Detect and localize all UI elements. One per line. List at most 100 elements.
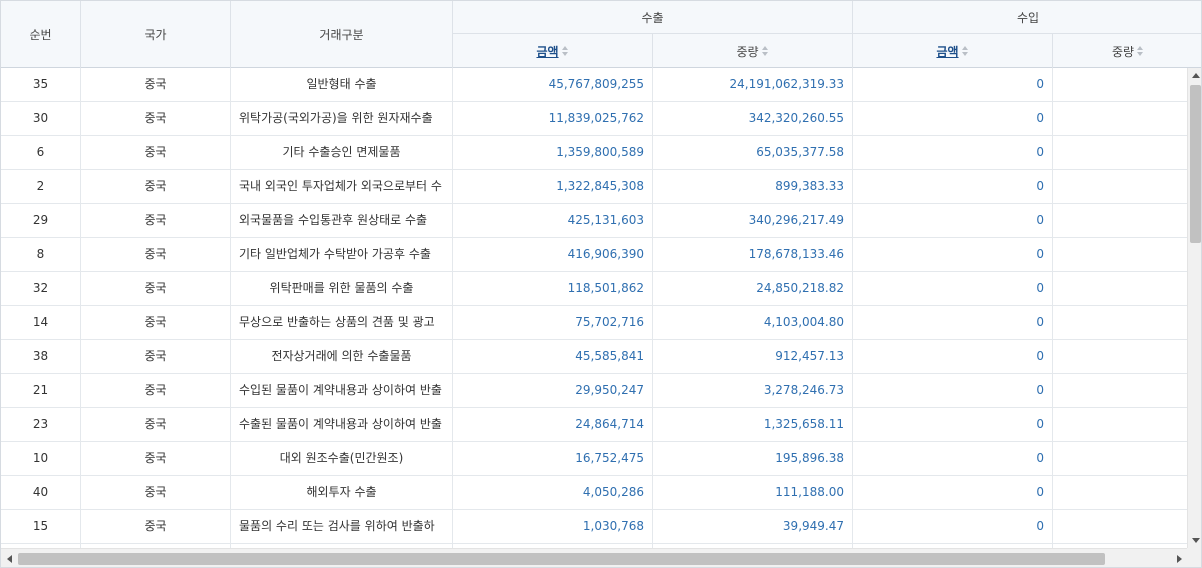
cell-export-weight: 111,188.00 (653, 476, 853, 509)
cell-trade-type: 위탁판매를 위한 물품의 수출 (231, 272, 453, 305)
cell-export-amount: 45,585,841 (453, 340, 653, 373)
header-export-weight[interactable]: 중량 (653, 34, 853, 68)
cell-trade-type: 일반형태 수출 (231, 68, 453, 101)
horizontal-scroll-thumb[interactable] (18, 553, 1105, 565)
header-export-weight-label[interactable]: 중량 (736, 44, 759, 59)
vertical-scroll-thumb[interactable] (1190, 85, 1201, 243)
header-import-group-label: 수입 (1016, 10, 1040, 25)
header-import-amount[interactable]: 금액 (853, 34, 1053, 68)
table-row[interactable]: 8 중국 기타 일반업체가 수탁받아 가공후 수출 416,906,390 17… (1, 238, 1187, 272)
cell-import-weight (1053, 102, 1187, 135)
cell-trade-type: 수입된 물품이 계약내용과 상이하여 반출 (231, 374, 453, 407)
header-seq-label: 순번 (29, 28, 52, 42)
cell-export-weight: 24,850,218.82 (653, 272, 853, 305)
cell-seq: 2 (1, 170, 81, 203)
cell-export-weight: 899,383.33 (653, 170, 853, 203)
cell-export-weight (653, 544, 853, 548)
cell-import-amount: 0 (853, 408, 1053, 441)
header-import-amount-label[interactable]: 금액 (936, 44, 959, 59)
table-row[interactable]: 38 중국 전자상거래에 의한 수출물품 45,585,841 912,457.… (1, 340, 1187, 374)
table-row[interactable]: 23 중국 수출된 물품이 계약내용과 상이하여 반출 24,864,714 1… (1, 408, 1187, 442)
table-row[interactable]: 21 중국 수입된 물품이 계약내용과 상이하여 반출 29,950,247 3… (1, 374, 1187, 408)
scrollbar-corner (1187, 548, 1201, 567)
cell-trade-type (231, 544, 453, 548)
cell-export-weight: 340,296,217.49 (653, 204, 853, 237)
header-import-weight[interactable]: 중량 (1053, 34, 1201, 68)
header-country: 국가 (81, 1, 231, 68)
cell-export-amount: 1,322,845,308 (453, 170, 653, 203)
cell-import-weight (1053, 136, 1187, 169)
header-import-group: 수입 (853, 1, 1201, 34)
table-row[interactable]: 29 중국 외국물품을 수입통관후 원상태로 수출 425,131,603 34… (1, 204, 1187, 238)
cell-import-amount: 0 (853, 306, 1053, 339)
cell-import-weight (1053, 510, 1187, 543)
table-row[interactable]: 15 중국 물품의 수리 또는 검사를 위하여 반출하 1,030,768 39… (1, 510, 1187, 544)
table-row[interactable]: 6 중국 기타 수출승인 면제물품 1,359,800,589 65,035,3… (1, 136, 1187, 170)
cell-seq: 14 (1, 306, 81, 339)
cell-country: 중국 (81, 442, 231, 475)
cell-seq: 30 (1, 102, 81, 135)
cell-export-amount: 11,839,025,762 (453, 102, 653, 135)
cell-import-amount: 0 (853, 238, 1053, 271)
cell-import-amount: 0 (853, 102, 1053, 135)
table-row[interactable] (1, 544, 1187, 548)
cell-import-amount: 0 (853, 442, 1053, 475)
scroll-up-arrow-icon[interactable] (1188, 68, 1201, 83)
scroll-right-arrow-icon[interactable] (1171, 549, 1187, 567)
grid-body[interactable]: 35 중국 일반형태 수출 45,767,809,255 24,191,062,… (1, 68, 1187, 548)
cell-import-amount: 0 (853, 374, 1053, 407)
cell-country: 중국 (81, 510, 231, 543)
table-row[interactable]: 30 중국 위탁가공(국외가공)을 위한 원자재수출 11,839,025,76… (1, 102, 1187, 136)
scroll-left-arrow-icon[interactable] (1, 549, 17, 567)
cell-import-weight (1053, 306, 1187, 339)
cell-trade-type: 기타 수출승인 면제물품 (231, 136, 453, 169)
vertical-scrollbar[interactable] (1187, 68, 1201, 548)
table-row[interactable]: 40 중국 해외투자 수출 4,050,286 111,188.00 0 (1, 476, 1187, 510)
cell-export-amount: 1,030,768 (453, 510, 653, 543)
scroll-down-arrow-icon[interactable] (1188, 533, 1201, 548)
cell-country: 중국 (81, 136, 231, 169)
cell-trade-type: 전자상거래에 의한 수출물품 (231, 340, 453, 373)
header-export-group: 수출 (453, 1, 853, 34)
cell-import-weight (1053, 204, 1187, 237)
cell-country: 중국 (81, 238, 231, 271)
sort-updown-icon[interactable] (761, 46, 769, 56)
cell-seq: 21 (1, 374, 81, 407)
cell-seq: 40 (1, 476, 81, 509)
header-export-group-label: 수출 (641, 10, 664, 25)
cell-country: 중국 (81, 374, 231, 407)
cell-seq: 23 (1, 408, 81, 441)
cell-seq: 6 (1, 136, 81, 169)
cell-seq: 32 (1, 272, 81, 305)
cell-export-amount: 29,950,247 (453, 374, 653, 407)
cell-seq: 38 (1, 340, 81, 373)
header-import-weight-label[interactable]: 중량 (1111, 44, 1135, 59)
cell-import-amount: 0 (853, 476, 1053, 509)
cell-export-amount: 1,359,800,589 (453, 136, 653, 169)
table-row[interactable]: 14 중국 무상으로 반출하는 상품의 견품 및 광고 75,702,716 4… (1, 306, 1187, 340)
cell-export-amount: 16,752,475 (453, 442, 653, 475)
cell-export-amount: 75,702,716 (453, 306, 653, 339)
cell-export-weight: 4,103,004.80 (653, 306, 853, 339)
sort-updown-icon[interactable] (1137, 46, 1144, 56)
cell-export-weight: 24,191,062,319.33 (653, 68, 853, 101)
cell-import-weight (1053, 442, 1187, 475)
cell-import-amount: 0 (853, 510, 1053, 543)
header-export-amount-label[interactable]: 금액 (536, 44, 559, 59)
header-trade-type-label: 거래구분 (319, 28, 364, 42)
table-row[interactable]: 10 중국 대외 원조수출(민간원조) 16,752,475 195,896.3… (1, 442, 1187, 476)
table-row[interactable]: 2 중국 국내 외국인 투자업체가 외국으로부터 수 1,322,845,308… (1, 170, 1187, 204)
cell-country: 중국 (81, 272, 231, 305)
table-row[interactable]: 35 중국 일반형태 수출 45,767,809,255 24,191,062,… (1, 68, 1187, 102)
cell-country: 중국 (81, 204, 231, 237)
cell-import-amount: 0 (853, 136, 1053, 169)
cell-country (81, 544, 231, 548)
cell-import-amount: 0 (853, 204, 1053, 237)
sort-updown-icon[interactable] (561, 46, 569, 56)
cell-trade-type: 외국물품을 수입통관후 원상태로 수출 (231, 204, 453, 237)
sort-updown-icon[interactable] (961, 46, 969, 56)
table-row[interactable]: 32 중국 위탁판매를 위한 물품의 수출 118,501,862 24,850… (1, 272, 1187, 306)
horizontal-scrollbar[interactable] (1, 548, 1187, 567)
cell-import-amount: 0 (853, 272, 1053, 305)
header-export-amount[interactable]: 금액 (453, 34, 653, 68)
